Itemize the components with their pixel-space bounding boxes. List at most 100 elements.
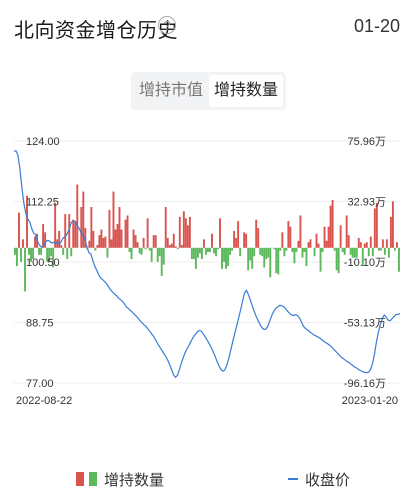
- bar: [42, 223, 45, 248]
- bar: [64, 214, 67, 248]
- bar: [267, 247, 270, 258]
- bar: [182, 211, 185, 248]
- bar: [345, 215, 348, 248]
- bar: [321, 247, 324, 253]
- bar: [323, 226, 326, 248]
- bar: [333, 247, 336, 251]
- bar: [66, 247, 69, 260]
- bar: [375, 202, 378, 248]
- bar: [192, 247, 195, 260]
- bar: [92, 230, 95, 248]
- bar: [383, 247, 386, 255]
- bar: [387, 247, 390, 258]
- legend-swatch-red: [76, 472, 84, 486]
- bar: [281, 232, 284, 248]
- bar: [221, 247, 223, 269]
- bar: [94, 247, 97, 251]
- bar: [313, 247, 316, 257]
- bar: [14, 247, 16, 255]
- bar: [213, 247, 215, 254]
- bar: [148, 247, 151, 251]
- bar: [162, 247, 165, 265]
- left-tick-label: 124.00: [26, 136, 60, 148]
- bar: [16, 247, 18, 267]
- bar: [170, 243, 173, 248]
- bar: [207, 247, 209, 253]
- right-axis: 75.96万 32.93万 -10.10万 -53.13万 -96.16万: [344, 136, 386, 390]
- bar: [257, 228, 260, 248]
- bar: [136, 242, 139, 248]
- left-tick-label: 77.00: [26, 378, 54, 390]
- bar: [347, 235, 350, 248]
- bar: [249, 247, 252, 261]
- bar: [194, 247, 197, 269]
- bar: [329, 205, 332, 248]
- bar: [287, 221, 290, 248]
- bar: [301, 247, 304, 258]
- bar: [46, 247, 49, 262]
- bar: [120, 229, 123, 248]
- bar: [215, 247, 217, 257]
- tab-holding-value[interactable]: 增持市值: [138, 82, 203, 99]
- bar: [190, 247, 193, 260]
- bar: [273, 247, 276, 250]
- bar: [377, 247, 380, 251]
- bar: [88, 240, 91, 248]
- x-axis: 2022-08-22 2023-01-20: [16, 395, 398, 407]
- bar: [58, 230, 61, 248]
- bar: [152, 235, 155, 248]
- bar: [50, 247, 53, 257]
- bar: [106, 247, 109, 258]
- left-tick-label: 112.25: [26, 197, 59, 209]
- bar: [98, 235, 101, 248]
- bar-series: [14, 184, 400, 292]
- bar: [80, 207, 83, 248]
- bar: [196, 247, 199, 258]
- bar: [275, 247, 278, 274]
- bar: [339, 225, 342, 248]
- bar: [140, 247, 143, 255]
- bar: [325, 240, 328, 248]
- bar: [22, 239, 24, 248]
- current-date: 01-20: [353, 16, 400, 36]
- bar: [114, 229, 117, 248]
- bar: [251, 247, 254, 269]
- bar: [204, 247, 207, 255]
- bar: [62, 247, 65, 255]
- bar: [355, 247, 358, 258]
- bar: [186, 225, 189, 248]
- help-icon[interactable]: ?: [158, 16, 176, 34]
- bar: [74, 221, 77, 248]
- bar: [385, 239, 388, 248]
- right-tick-label: -96.16万: [344, 378, 386, 390]
- bar: [24, 247, 26, 292]
- bar: [34, 236, 37, 248]
- bar: [104, 236, 107, 248]
- bar: [20, 247, 22, 262]
- bar: [48, 247, 51, 262]
- bar: [160, 247, 163, 276]
- bar: [132, 229, 135, 248]
- bar: [168, 244, 171, 248]
- legend-label-bars: 增持数量: [104, 472, 164, 489]
- bar: [202, 239, 205, 248]
- bar: [110, 239, 113, 248]
- bar: [369, 236, 372, 248]
- bar: [100, 229, 103, 248]
- bar: [291, 247, 294, 253]
- bar: [253, 247, 256, 257]
- bar: [351, 247, 354, 258]
- bar: [357, 237, 360, 248]
- bar: [138, 247, 141, 254]
- bar: [223, 247, 225, 262]
- tab-holding-quantity[interactable]: 增持数量: [209, 75, 283, 107]
- bar: [341, 247, 344, 253]
- bar: [184, 218, 187, 248]
- bar: [118, 207, 121, 248]
- price-line: [13, 150, 401, 379]
- bar: [381, 239, 384, 248]
- left-axis: 124.00 112.25 100.50 88.75 77.00: [26, 136, 60, 390]
- bar: [393, 247, 396, 251]
- bar: [307, 242, 310, 248]
- bar: [150, 247, 153, 262]
